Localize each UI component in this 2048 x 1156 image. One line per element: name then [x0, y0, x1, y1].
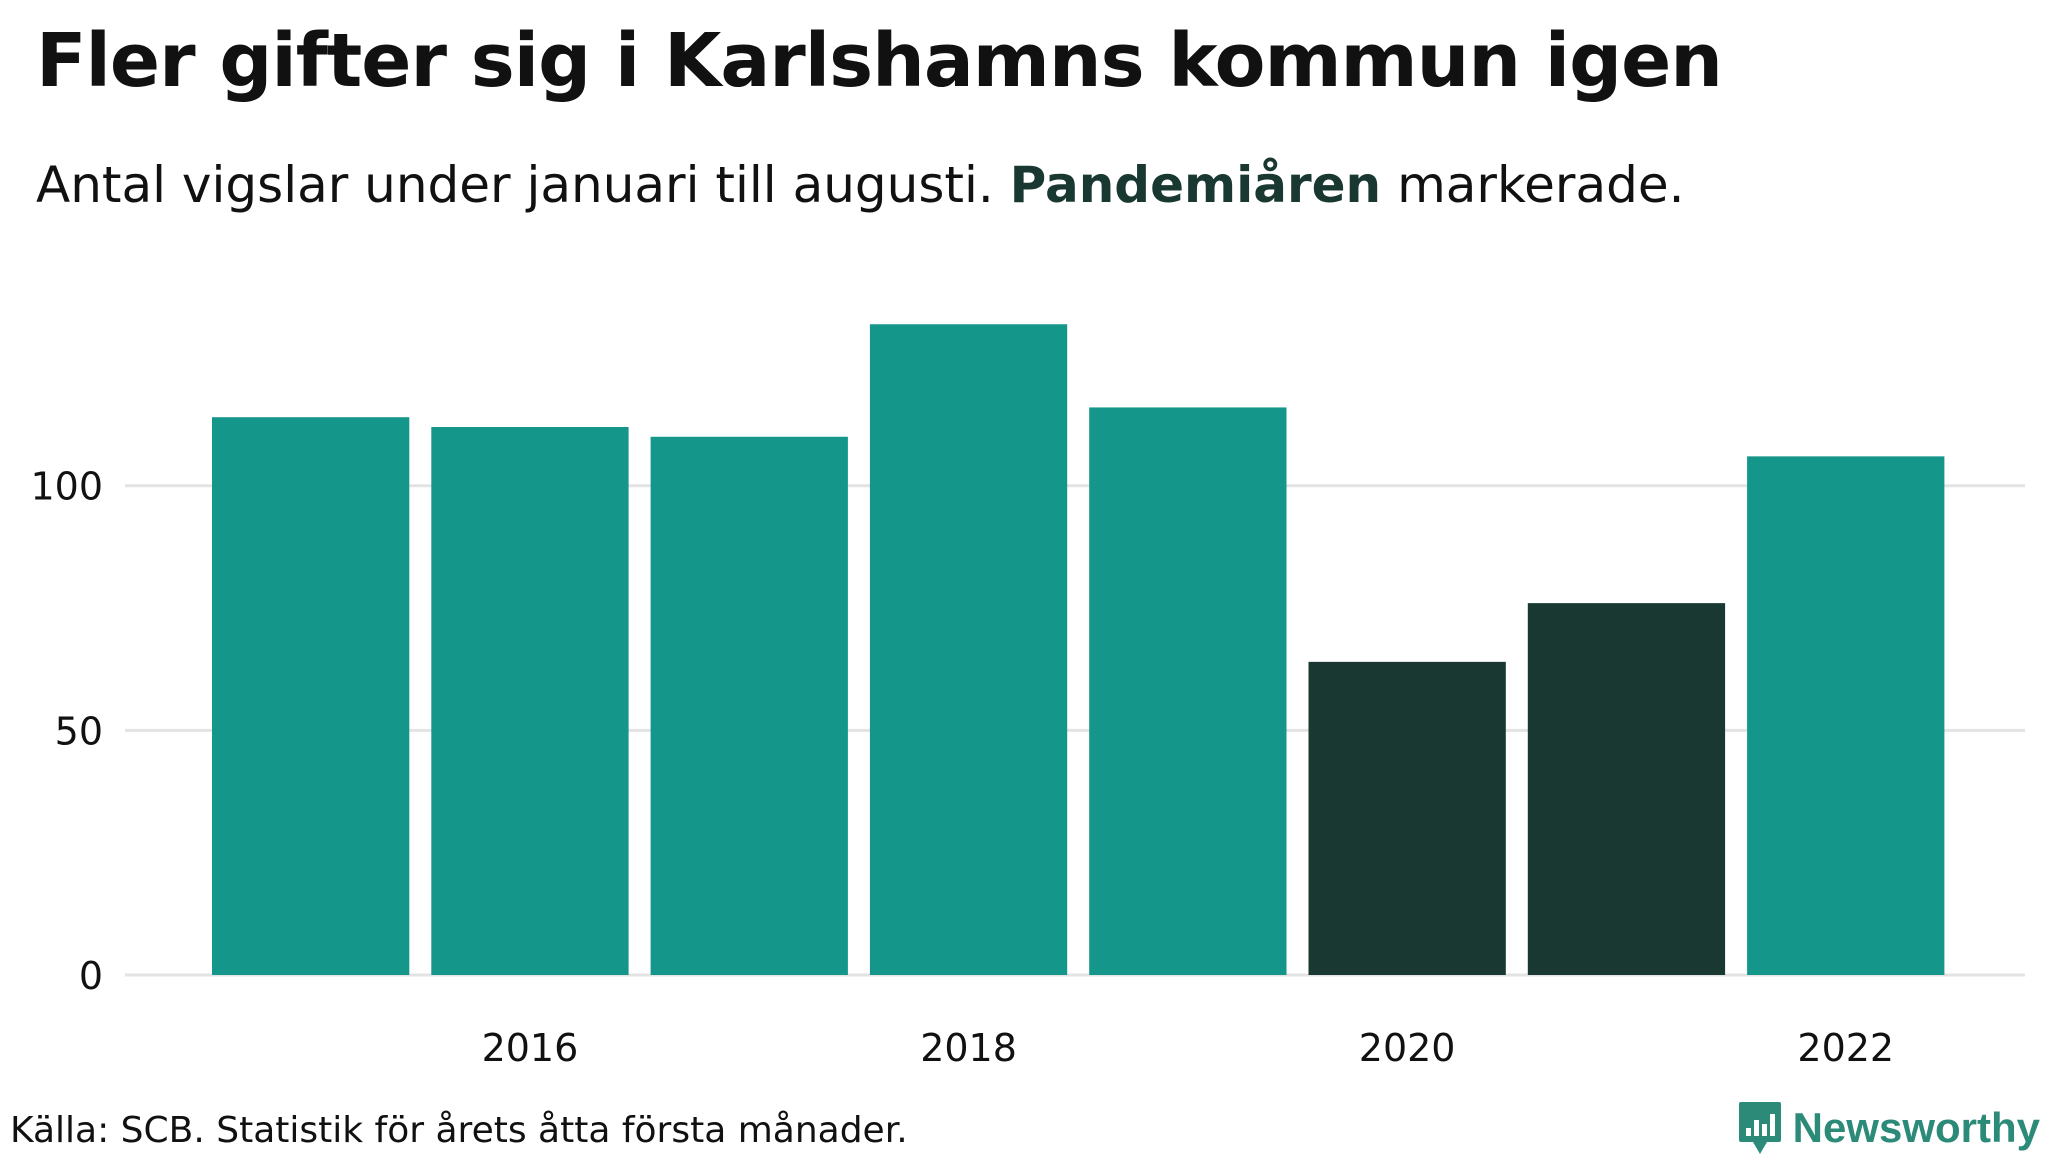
bar-chart: 0 50 100 2016 2018 2020 2022: [30, 324, 2025, 1070]
bar-2022: [1747, 456, 1945, 975]
bar-2017: [650, 436, 848, 975]
y-tick-label: 50: [55, 709, 103, 753]
x-tick-label: 2016: [482, 1026, 579, 1070]
newsworthy-logo: Newsworthy: [1737, 1100, 2040, 1156]
bar-2018: [869, 324, 1068, 975]
subtitle-text: Antal vigslar under januari till augusti…: [36, 156, 994, 214]
bar-2016: [431, 427, 629, 975]
bars: [212, 324, 1945, 975]
y-tick-label: 100: [30, 465, 103, 509]
x-tick-label: 2020: [1359, 1026, 1456, 1070]
source-note: Källa: SCB. Statistik för årets åtta för…: [10, 1110, 908, 1151]
y-tick-label: 0: [79, 954, 103, 998]
x-axis-labels: 2016 2018 2020 2022: [482, 1026, 1895, 1070]
chart-title: Fler gifter sig i Karlshamns kommun igen: [36, 18, 1723, 104]
chart-bubble-icon: [1738, 1102, 1781, 1154]
bar-2020: [1308, 661, 1506, 975]
y-axis-labels: 0 50 100: [30, 465, 103, 998]
bar-2021: [1527, 603, 1726, 975]
subtitle-highlight: Pandemiåren: [1009, 156, 1382, 214]
x-tick-label: 2022: [1797, 1026, 1894, 1070]
gridlines: [125, 484, 2025, 977]
bar-2015: [212, 417, 410, 975]
subtitle-text-end: markerade.: [1397, 156, 1685, 214]
chart-subtitle: Antal vigslar under januari till augusti…: [36, 156, 1685, 214]
x-tick-label: 2018: [920, 1026, 1017, 1070]
bar-2019: [1089, 407, 1287, 975]
brand-name: Newsworthy: [1792, 1104, 2040, 1151]
